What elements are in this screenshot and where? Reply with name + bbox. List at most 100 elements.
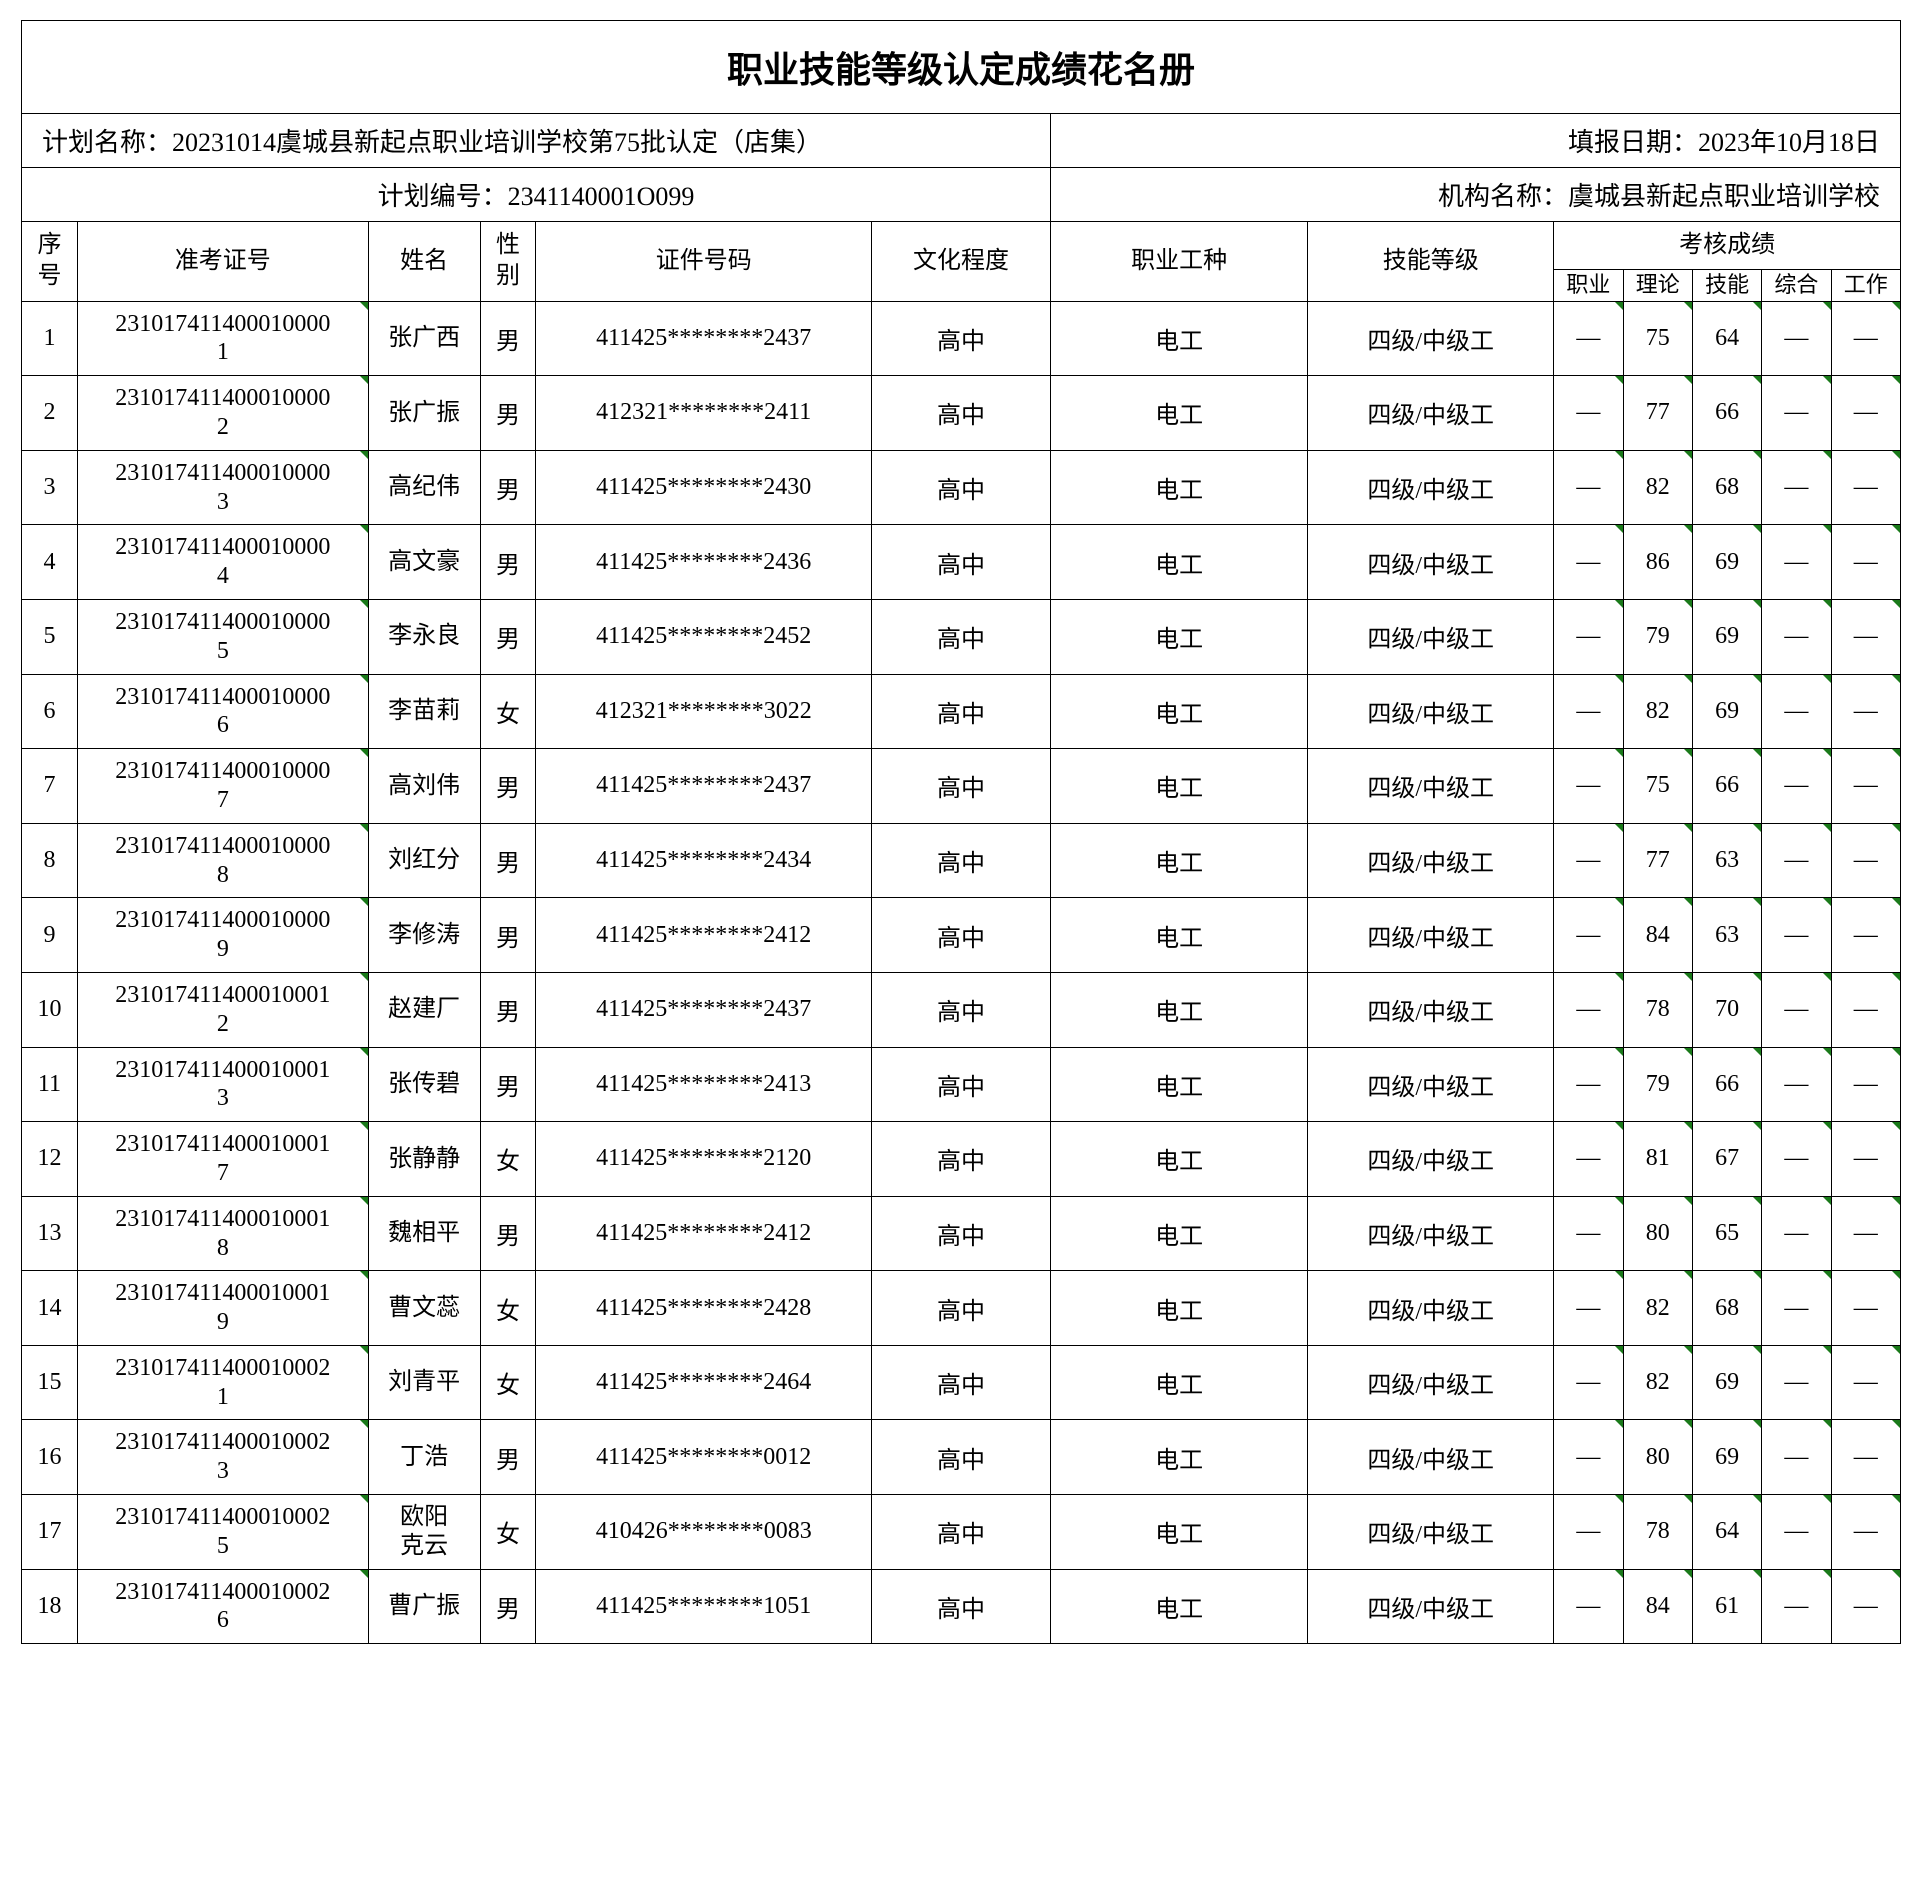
cell-score-work: — [1831,1420,1900,1495]
cell-score-prof: — [1554,599,1623,674]
cell-gender: 男 [480,525,536,600]
cell-id-no: 411425********2437 [536,972,872,1047]
cell-score-work: — [1831,301,1900,376]
cell-exam-no: 2310174114000100023 [77,1420,368,1495]
cell-id-no: 412321********2411 [536,376,872,451]
cell-name: 张传碧 [368,1047,480,1122]
table-row: 4 2310174114000100004 高文豪 男 411425******… [22,525,1901,600]
cell-name: 刘青平 [368,1345,480,1420]
table-row: 13 2310174114000100018 魏相平 男 411425*****… [22,1196,1901,1271]
cell-score-work: — [1831,599,1900,674]
cell-skill-level: 四级/中级工 [1308,898,1554,973]
cell-score-prof: — [1554,450,1623,525]
header-score-theory: 理论 [1623,270,1692,301]
cell-score-work: — [1831,1047,1900,1122]
cell-exam-no: 2310174114000100018 [77,1196,368,1271]
plan-name: 计划名称：20231014虞城县新起点职业培训学校第75批认定（店集） [22,114,1051,168]
cell-exam-no: 2310174114000100017 [77,1122,368,1197]
cell-score-theory: 75 [1623,749,1692,824]
header-gender: 性别 [480,222,536,302]
cell-education: 高中 [872,450,1051,525]
cell-name: 李永良 [368,599,480,674]
cell-score-theory: 82 [1623,1345,1692,1420]
cell-seq: 1 [22,301,78,376]
cell-gender: 男 [480,1569,536,1644]
cell-gender: 女 [480,1495,536,1570]
cell-score-prof: — [1554,674,1623,749]
cell-occupation: 电工 [1050,1495,1307,1570]
header-occupation: 职业工种 [1050,222,1307,302]
cell-score-skill: 70 [1692,972,1761,1047]
cell-occupation: 电工 [1050,898,1307,973]
cell-skill-level: 四级/中级工 [1308,525,1554,600]
cell-score-comp: — [1762,749,1831,824]
cell-seq: 13 [22,1196,78,1271]
cell-occupation: 电工 [1050,1196,1307,1271]
header-score-work: 工作 [1831,270,1900,301]
cell-score-comp: — [1762,599,1831,674]
cell-education: 高中 [872,898,1051,973]
cell-id-no: 411425********2428 [536,1271,872,1346]
table-row: 10 2310174114000100012 赵建厂 男 411425*****… [22,972,1901,1047]
cell-gender: 男 [480,1196,536,1271]
cell-score-theory: 81 [1623,1122,1692,1197]
cell-gender: 女 [480,674,536,749]
cell-skill-level: 四级/中级工 [1308,674,1554,749]
cell-skill-level: 四级/中级工 [1308,1047,1554,1122]
cell-name: 曹文蕊 [368,1271,480,1346]
cell-score-skill: 69 [1692,525,1761,600]
cell-name: 张广振 [368,376,480,451]
cell-score-comp: — [1762,1122,1831,1197]
cell-gender: 男 [480,1420,536,1495]
cell-score-skill: 69 [1692,674,1761,749]
cell-education: 高中 [872,1420,1051,1495]
plan-code: 计划编号：2341140001O099 [22,168,1051,222]
header-scores: 考核成绩 [1554,222,1901,270]
header-id-no: 证件号码 [536,222,872,302]
cell-score-comp: — [1762,301,1831,376]
cell-score-prof: — [1554,749,1623,824]
cell-score-comp: — [1762,450,1831,525]
cell-education: 高中 [872,972,1051,1047]
cell-score-comp: — [1762,898,1831,973]
cell-score-skill: 69 [1692,599,1761,674]
cell-score-skill: 61 [1692,1569,1761,1644]
cell-id-no: 411425********2434 [536,823,872,898]
cell-score-prof: — [1554,1495,1623,1570]
cell-seq: 15 [22,1345,78,1420]
cell-id-no: 411425********2464 [536,1345,872,1420]
cell-gender: 男 [480,898,536,973]
header-skill-level: 技能等级 [1308,222,1554,302]
cell-score-comp: — [1762,1420,1831,1495]
cell-exam-no: 2310174114000100021 [77,1345,368,1420]
cell-score-work: — [1831,674,1900,749]
cell-id-no: 411425********0012 [536,1420,872,1495]
cell-exam-no: 2310174114000100007 [77,749,368,824]
cell-score-skill: 66 [1692,749,1761,824]
cell-exam-no: 2310174114000100003 [77,450,368,525]
cell-score-skill: 65 [1692,1196,1761,1271]
table-row: 17 2310174114000100025 欧阳克云 女 410426****… [22,1495,1901,1570]
cell-name: 高文豪 [368,525,480,600]
cell-name: 高刘伟 [368,749,480,824]
cell-id-no: 411425********2412 [536,1196,872,1271]
cell-score-theory: 86 [1623,525,1692,600]
cell-score-prof: — [1554,823,1623,898]
cell-id-no: 412321********3022 [536,674,872,749]
cell-score-theory: 79 [1623,599,1692,674]
cell-name: 魏相平 [368,1196,480,1271]
cell-score-theory: 84 [1623,898,1692,973]
cell-seq: 6 [22,674,78,749]
cell-name: 欧阳克云 [368,1495,480,1570]
cell-score-comp: — [1762,972,1831,1047]
cell-id-no: 411425********2452 [536,599,872,674]
cell-exam-no: 2310174114000100019 [77,1271,368,1346]
cell-score-theory: 77 [1623,823,1692,898]
cell-id-no: 411425********2412 [536,898,872,973]
cell-occupation: 电工 [1050,599,1307,674]
cell-education: 高中 [872,1196,1051,1271]
cell-gender: 女 [480,1345,536,1420]
cell-score-skill: 66 [1692,376,1761,451]
table-row: 15 2310174114000100021 刘青平 女 411425*****… [22,1345,1901,1420]
cell-occupation: 电工 [1050,674,1307,749]
